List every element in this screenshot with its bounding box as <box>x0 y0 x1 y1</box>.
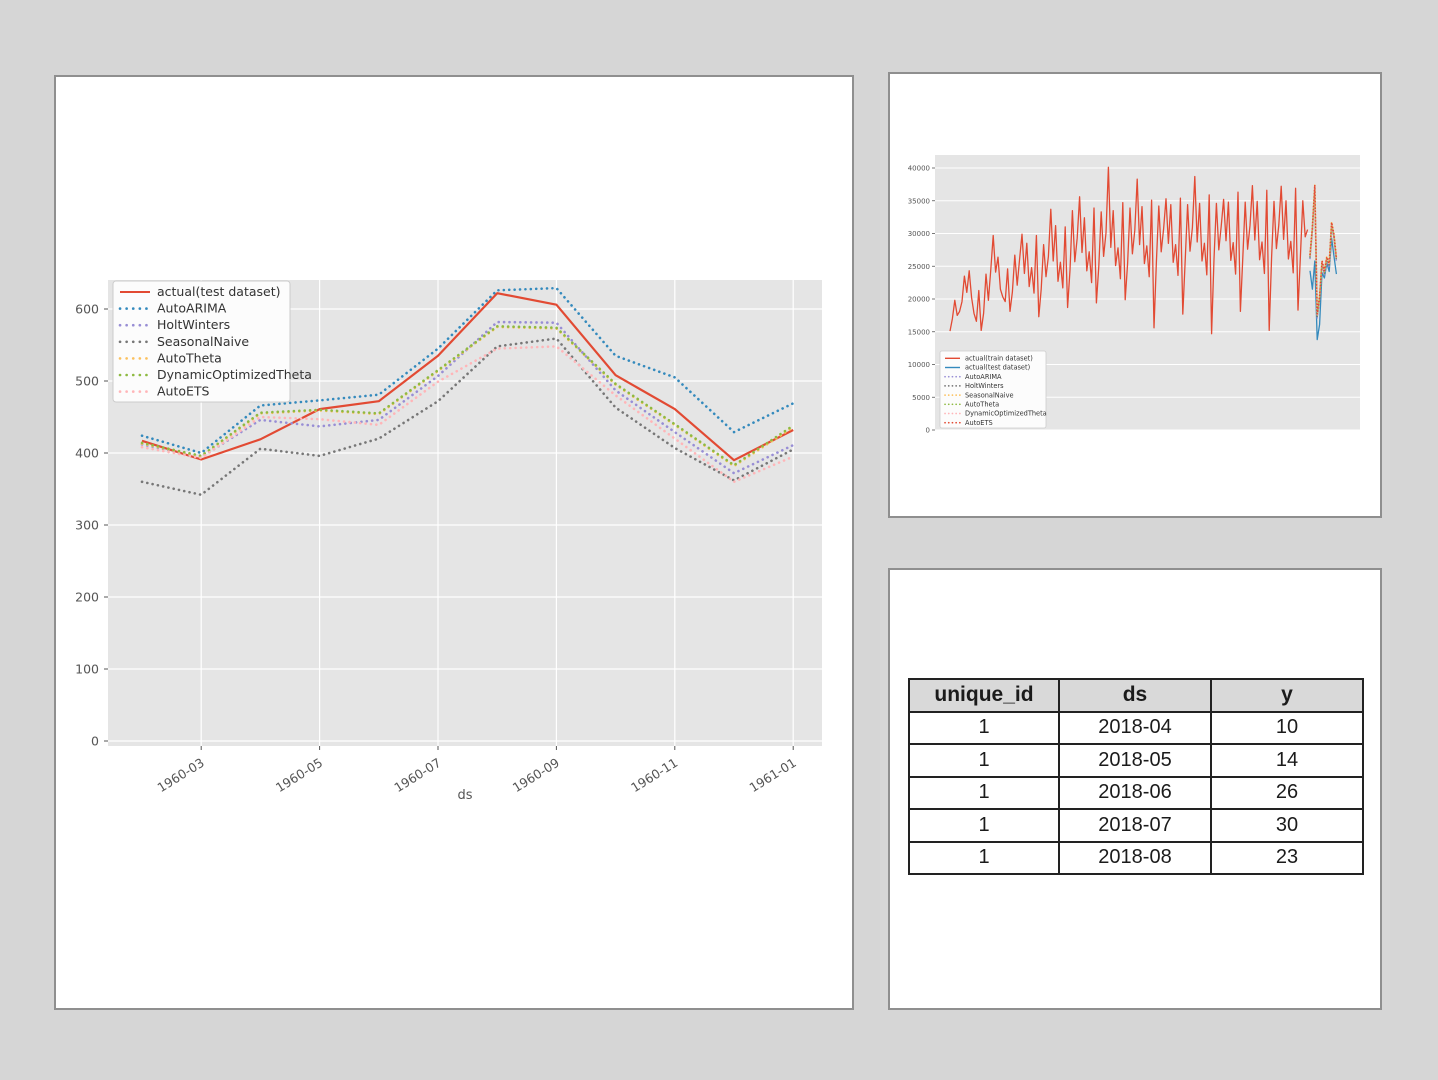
y-tick-label: 30000 <box>908 230 930 238</box>
legend: actual(train dataset)actual(test dataset… <box>939 350 1047 429</box>
train-test-overview-chart: 0 5000 10000 15000 20000 25000 30000 35000 40000… <box>908 155 1360 435</box>
series-seasonalnaive <box>140 337 795 497</box>
x-tick-label: 1960-03 <box>155 755 207 795</box>
x-tick-label: 1961-01 <box>747 755 799 795</box>
forecast-comparison-chart: 0 100 200 300 400 500 600 1960-03 1960-05 1960-07… <box>75 280 822 803</box>
x-tick-label: 1960-05 <box>273 755 325 795</box>
table-cell: 2018-04 <box>1058 710 1212 745</box>
legend-label: AutoARIMA <box>965 373 1002 381</box>
series-actual-test-dataset- <box>141 292 794 462</box>
y-tick-label: 10000 <box>908 361 930 369</box>
legend-label: AutoETS <box>965 419 993 427</box>
legend-label: actual(test dataset) <box>965 364 1030 372</box>
x-tick-label: 1960-09 <box>510 755 562 795</box>
y-tick-label: 300 <box>75 518 99 533</box>
table-row: 1 2018-05 14 <box>908 743 1364 778</box>
legend: actual(test dataset) AutoARIMAHoltWinters… <box>112 280 312 403</box>
table-row: 1 2018-06 26 <box>908 775 1364 810</box>
table-row: 1 2018-07 30 <box>908 808 1364 843</box>
y-tick-label: 25000 <box>908 263 930 271</box>
series-autoarima <box>140 286 795 455</box>
legend-label: AutoTheta <box>965 401 999 409</box>
x-tick-label: 1960-07 <box>391 755 443 795</box>
table-cell: 30 <box>1210 808 1364 843</box>
series-autoets <box>1309 184 1338 315</box>
table-cell: 1 <box>908 840 1060 875</box>
y-tick-label: 400 <box>75 446 99 461</box>
table-header-row: unique_id ds y <box>908 678 1364 713</box>
y-tick-label: 0 <box>91 734 99 749</box>
table-header-cell: ds <box>1058 678 1212 713</box>
table-cell: 14 <box>1210 743 1364 778</box>
series-actual-train-dataset- <box>949 166 1309 335</box>
data-table-panel: unique_id ds y 1 2018-04 10 1 2018-05 14 1 2018-06… <box>888 568 1382 1010</box>
table-cell: 1 <box>908 775 1060 810</box>
y-tick-label: 100 <box>75 662 99 677</box>
y-tick-label: 0 <box>926 427 930 435</box>
x-tick-label: 1960-11 <box>628 755 680 795</box>
table-header-cell: unique_id <box>908 678 1060 713</box>
train-test-chart-panel: 0 5000 10000 15000 20000 25000 30000 35000 40000… <box>888 72 1382 518</box>
table-cell: 2018-08 <box>1058 840 1212 875</box>
y-tick-label: 500 <box>75 374 99 389</box>
legend-label: SeasonalNaive <box>157 334 249 349</box>
series-dynamicoptimizedtheta <box>140 325 795 467</box>
table-cell: 26 <box>1210 775 1364 810</box>
series-actual-test-dataset- <box>1309 237 1338 341</box>
table-header-cell: y <box>1210 678 1364 713</box>
x-axis-label: ds <box>457 788 472 803</box>
table-cell: 2018-07 <box>1058 808 1212 843</box>
legend-label: actual(test dataset) <box>157 284 280 299</box>
y-tick-label: 5000 <box>912 394 930 402</box>
y-tick-label: 40000 <box>908 165 930 173</box>
legend-label: DynamicOptimizedTheta <box>965 410 1047 418</box>
input-data-table: unique_id ds y 1 2018-04 10 1 2018-05 14 1 2018-06… <box>908 678 1364 875</box>
legend-label: actual(train dataset) <box>965 355 1033 363</box>
table-cell: 1 <box>908 808 1060 843</box>
legend-label: AutoETS <box>157 384 210 399</box>
y-tick-label: 20000 <box>908 296 930 304</box>
series-group <box>949 166 1338 341</box>
y-tick-label: 200 <box>75 590 99 605</box>
series-group <box>140 286 795 497</box>
legend-label: AutoTheta <box>157 350 222 365</box>
table-cell: 23 <box>1210 840 1364 875</box>
y-tick-label: 35000 <box>908 197 930 205</box>
series-autoets <box>140 345 795 484</box>
legend-label: HoltWinters <box>157 317 230 332</box>
legend-label: SeasonalNaive <box>965 391 1014 399</box>
legend-label: DynamicOptimizedTheta <box>157 367 312 382</box>
axis-ticks: 0 5000 10000 15000 20000 25000 30000 35000 40000 <box>908 165 935 435</box>
table-cell: 1 <box>908 743 1060 778</box>
table-row: 1 2018-04 10 <box>908 710 1364 745</box>
legend-label: HoltWinters <box>965 382 1004 390</box>
table-cell: 10 <box>1210 710 1364 745</box>
table-cell: 2018-05 <box>1058 743 1212 778</box>
legend-label: AutoARIMA <box>157 301 227 316</box>
table-cell: 1 <box>908 710 1060 745</box>
y-tick-label: 600 <box>75 302 99 317</box>
y-tick-label: 15000 <box>908 328 930 336</box>
series-holtwinters <box>140 320 795 475</box>
table-row: 1 2018-08 23 <box>908 840 1364 875</box>
table-cell: 2018-06 <box>1058 775 1212 810</box>
forecast-chart-panel: 0 100 200 300 400 500 600 1960-03 1960-05 1960-07… <box>54 75 854 1010</box>
